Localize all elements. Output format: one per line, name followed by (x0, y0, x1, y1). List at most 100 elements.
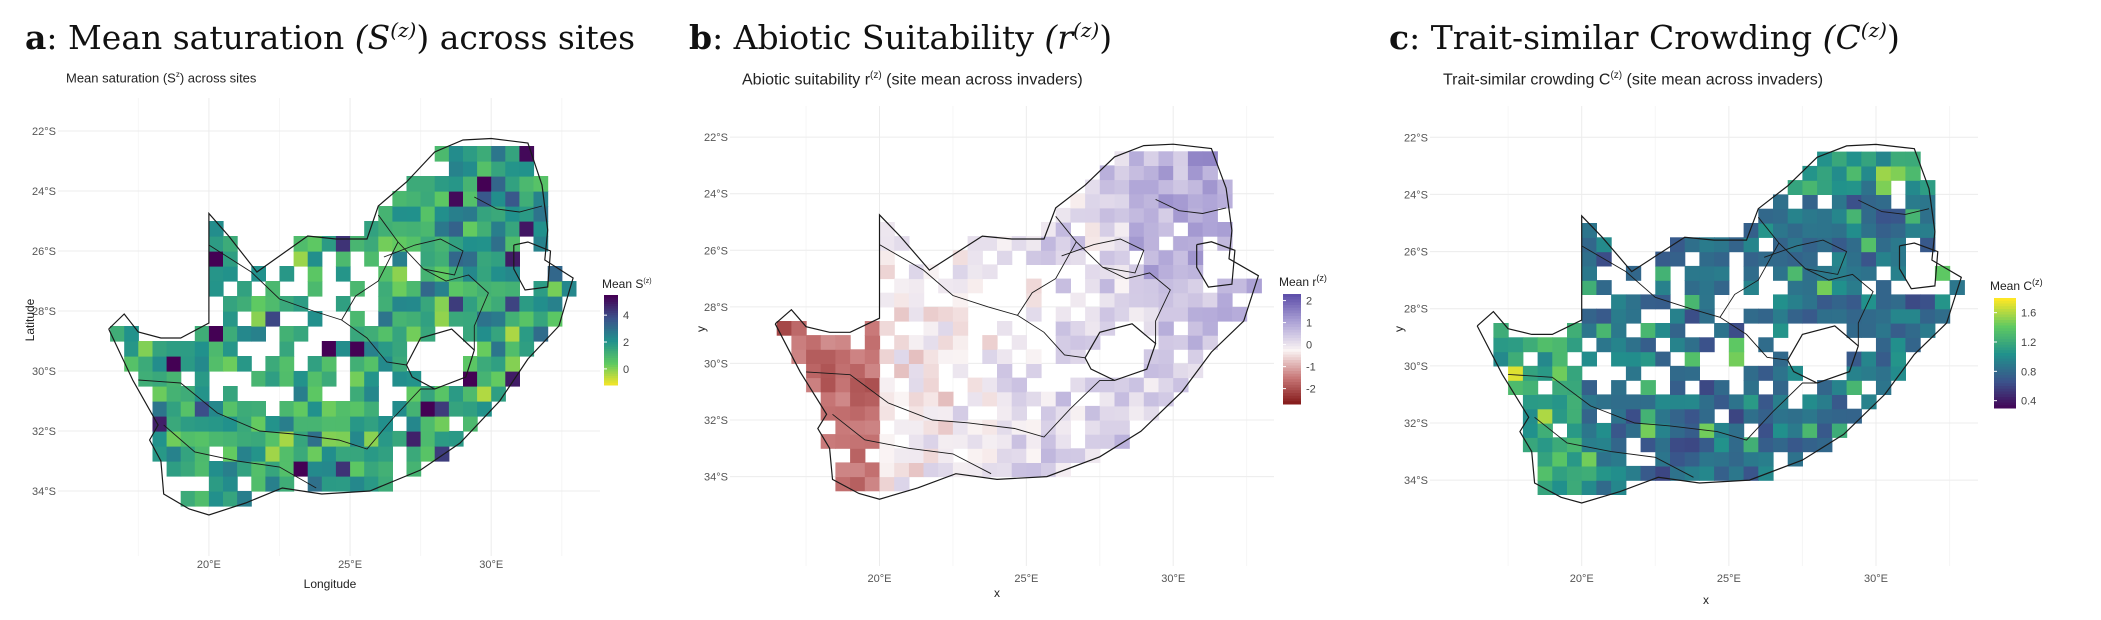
heatmap-cell (519, 161, 535, 177)
heatmap-cell (307, 446, 323, 462)
heatmap-cell (1231, 306, 1248, 322)
heatmap-cell (1714, 423, 1730, 438)
panel-a-heading: a: Mean saturation (S(z)) across sites (25, 18, 635, 57)
heatmap-cell (1158, 306, 1174, 322)
heatmap-cell (406, 386, 422, 402)
heatmap-cell (505, 251, 520, 267)
heatmap-cell (194, 491, 210, 507)
y-tick-label: 26°S (1404, 247, 1428, 259)
heatmap-cell (350, 461, 365, 477)
heatmap-cell (1143, 236, 1160, 251)
heatmap-cell (293, 416, 309, 432)
heatmap-cell (1773, 251, 1789, 267)
heatmap-cell (1670, 465, 1686, 481)
heatmap-cell (307, 371, 323, 387)
heatmap-cell (1846, 365, 1862, 381)
heatmap-cell (997, 236, 1013, 251)
legend-title: Mean C(z) (1990, 277, 2043, 293)
heatmap-cell (1011, 391, 1027, 407)
heatmap-cell (1143, 222, 1160, 237)
heatmap-cell (265, 311, 281, 327)
heatmap-cell (1773, 408, 1789, 424)
panel-c-letter: c (1389, 18, 1410, 57)
heatmap-cell (1861, 194, 1877, 210)
heatmap-cell (1831, 223, 1848, 238)
heatmap-cell (1581, 323, 1597, 338)
heatmap-cell (335, 251, 351, 267)
heatmap-cell (265, 371, 281, 387)
heatmap-cell (1773, 323, 1789, 338)
heatmap-cell (1522, 365, 1539, 381)
heatmap-cell (448, 296, 464, 312)
legend-gradient-step (1994, 397, 2016, 401)
heatmap-cell (1596, 237, 1612, 253)
x-tick-label: 20°E (867, 573, 891, 585)
heatmap-cell (463, 281, 478, 297)
heatmap-cell (1876, 294, 1892, 310)
heatmap-cell (923, 405, 939, 421)
heatmap-cell (251, 371, 266, 387)
heatmap-cell (491, 161, 506, 177)
heatmap-cell (378, 206, 393, 222)
heatmap-cell (1831, 165, 1848, 181)
heatmap-cell (237, 296, 252, 312)
legend-gradient-step (604, 313, 618, 316)
legend-gradient-step (1994, 355, 2016, 359)
legend-gradient-step (1994, 314, 2016, 318)
legend-gradient-step (604, 315, 618, 318)
heatmap-cell (1246, 278, 1262, 294)
legend-gradient-step (604, 351, 618, 354)
legend-gradient-step (1994, 353, 2016, 357)
heatmap-cell (1876, 308, 1892, 324)
heatmap-cell (864, 321, 881, 336)
heatmap-cell (434, 431, 450, 447)
heatmap-cell (364, 476, 379, 492)
heatmap-cell (180, 341, 196, 357)
legend-gradient-step (1994, 336, 2016, 340)
heatmap-cell (166, 416, 182, 432)
heatmap-cell (1114, 179, 1130, 195)
heatmap-cell (533, 326, 549, 342)
legend-gradient-step (1283, 321, 1301, 325)
panel-b-subtitle: Abiotic suitability r(z) (site mean acro… (742, 70, 1083, 89)
heatmap-cell (1567, 394, 1583, 410)
heatmap-cell (265, 296, 281, 312)
heatmap-cell (293, 236, 309, 252)
legend-gradient-step (604, 335, 618, 339)
heatmap-cell (293, 461, 309, 477)
heatmap-cell (1129, 278, 1145, 294)
heatmap-cell (237, 491, 252, 507)
heatmap-cell (894, 349, 910, 364)
heatmap-cell (335, 266, 351, 282)
legend-gradient-step (1283, 318, 1301, 322)
heatmap-cell (1802, 208, 1818, 224)
heatmap-cell (477, 296, 492, 312)
heatmap-cell (1640, 380, 1656, 395)
heatmap-cell (533, 236, 549, 252)
heatmap-cell (208, 431, 224, 447)
heatmap-cell (364, 371, 379, 387)
heatmap-cell (1625, 351, 1642, 367)
legend-gradient-step (1994, 317, 2016, 321)
heatmap-cell (1890, 265, 1906, 281)
heatmap-cell (1655, 394, 1671, 410)
heatmap-cell (982, 335, 998, 350)
heatmap-cell (850, 434, 866, 449)
heatmap-cell (894, 292, 910, 308)
heatmap-cell (1817, 165, 1833, 181)
legend-gradient-step (1283, 357, 1301, 361)
country-outlines (108, 137, 574, 516)
heatmap-cell (894, 476, 910, 492)
heatmap-cell (463, 221, 478, 237)
panel-c-subtitle-tail: (site mean across invaders) (1622, 71, 1824, 89)
heatmap-cell (1070, 321, 1086, 336)
heatmap-cell (1802, 251, 1818, 267)
province-boundary (1764, 239, 1848, 275)
heatmap-cell (1114, 250, 1130, 265)
heatmap-cell (997, 250, 1013, 265)
legend-gradient-step (1994, 364, 2016, 368)
legend-gradient-step (1994, 322, 2016, 326)
heatmap-cell (1773, 308, 1789, 324)
heatmap-cell (533, 191, 549, 207)
heatmap-cell (1493, 337, 1509, 353)
